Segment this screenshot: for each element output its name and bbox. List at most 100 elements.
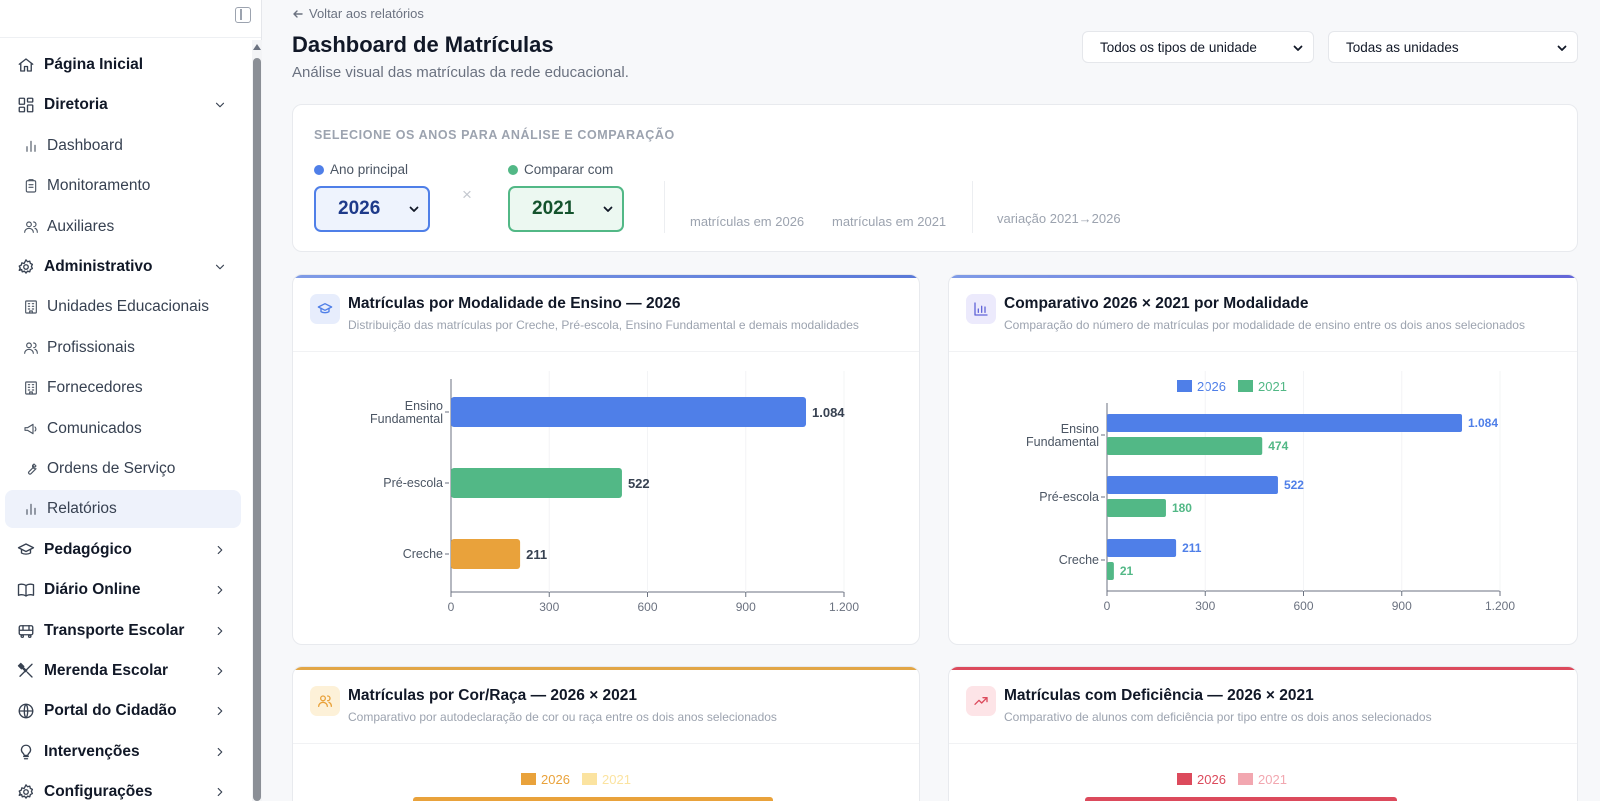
gear-icon xyxy=(17,258,35,276)
sidebar-item-fornecedores[interactable]: Fornecedores xyxy=(5,369,241,407)
x-tick-label: 300 xyxy=(1195,599,1215,613)
primary-year-select[interactable]: 2026 xyxy=(314,186,430,232)
year-selection-panel: SELECIONE OS ANOS PARA ANÁLISE E COMPARA… xyxy=(292,104,1578,252)
chart-comparativo: 2026 2021 0 300 600 900 1.200 EnsinoFundamental… xyxy=(1026,371,1515,613)
data-label: 522 xyxy=(1284,478,1304,492)
chevron-down-icon xyxy=(215,103,225,108)
compare-year-value: 2021 xyxy=(532,198,575,219)
sidebar-item-label: Relatórios xyxy=(47,500,117,518)
globe-icon xyxy=(17,702,35,720)
back-link[interactable]: Voltar aos relatórios xyxy=(292,6,424,21)
sidebar-scrollbar[interactable] xyxy=(252,40,262,801)
legend-swatch xyxy=(1238,773,1253,785)
sidebar-item-intervencoes[interactable]: Intervenções xyxy=(5,733,241,771)
legend-label: 2026 xyxy=(1197,379,1226,394)
bar xyxy=(413,797,773,801)
sidebar-item-profissionais[interactable]: Profissionais xyxy=(5,329,241,367)
legend-swatch xyxy=(1238,380,1253,392)
gear-icon xyxy=(17,783,35,801)
sidebar-item-transporte-escolar[interactable]: Transporte Escolar xyxy=(5,612,241,650)
divider xyxy=(664,181,665,233)
chevron-down-icon xyxy=(1557,45,1567,51)
x-tick-label: 0 xyxy=(1104,599,1111,613)
chevron-right-icon xyxy=(217,707,223,716)
card-subtitle: Comparativo de alunos com deficiência po… xyxy=(1004,710,1432,724)
scroll-up-arrow-icon[interactable] xyxy=(253,44,261,50)
sidebar-item-auxiliares[interactable]: Auxiliares xyxy=(5,208,241,246)
unit-select[interactable]: Todas as unidades xyxy=(1328,31,1578,63)
sidebar-item-relatorios[interactable]: Relatórios xyxy=(5,490,241,529)
bar-chart-icon xyxy=(23,501,39,517)
card-title: Matrículas por Modalidade de Ensino — 20… xyxy=(348,295,681,312)
sidebar-item-configuracoes[interactable]: Configurações xyxy=(5,773,241,801)
sidebar-item-label: Profissionais xyxy=(47,338,135,356)
y-tick-label: Pré-escola xyxy=(383,476,443,490)
bar xyxy=(1085,797,1397,801)
sidebar-item-comunicados[interactable]: Comunicados xyxy=(5,410,241,448)
sidebar-item-ordens-de-servico[interactable]: Ordens de Serviço xyxy=(5,450,241,488)
card-divider xyxy=(293,351,919,352)
y-tick-label: Ensino xyxy=(1061,422,1099,436)
sidebar-item-diretoria[interactable]: Diretoria xyxy=(5,86,241,124)
bar xyxy=(1107,437,1263,455)
stat-primary-label: matrículas em 2026 xyxy=(690,214,805,229)
chevron-right-icon xyxy=(217,666,223,676)
chart-deficiencia: 2026 2021 xyxy=(1085,772,1397,801)
card-divider xyxy=(949,743,1577,744)
graduation-cap-icon xyxy=(17,541,35,559)
x-tick-label: 300 xyxy=(539,600,559,614)
sidebar-item-pagina-inicial[interactable]: Página Inicial xyxy=(5,46,241,84)
sidebar: Página Inicial Diretoria Dashboard Monitora… xyxy=(0,0,262,801)
unit-type-select-value: Todos os tipos de unidade xyxy=(1100,39,1257,55)
legend-label: 2021 xyxy=(1258,379,1287,394)
bus-icon xyxy=(17,622,35,640)
scrollbar-thumb[interactable] xyxy=(253,58,261,801)
sidebar-item-label: Página Inicial xyxy=(44,56,144,73)
grid-icon xyxy=(17,96,35,114)
sidebar-item-label: Pedagógico xyxy=(44,540,132,558)
trending-up-icon xyxy=(966,686,996,716)
sidebar-item-portal-do-cidadao[interactable]: Portal do Cidadão xyxy=(5,692,241,730)
data-label: 211 xyxy=(1182,541,1202,555)
users-icon xyxy=(310,686,340,716)
chart-card-cor-raca: Matrículas por Cor/Raça — 2026 × 2021 Co… xyxy=(292,666,920,801)
chevron-down-icon xyxy=(215,264,225,270)
card-accent-bar xyxy=(949,667,1577,670)
clipboard-icon xyxy=(23,178,39,194)
legend-swatch xyxy=(582,773,597,785)
bar-chart-icon xyxy=(23,138,39,154)
y-tick-label: Creche xyxy=(403,547,443,561)
sidebar-item-pedagogico[interactable]: Pedagógico xyxy=(5,531,241,569)
sidebar-item-dashboard[interactable]: Dashboard xyxy=(5,127,241,165)
sidebar-item-label: Portal do Cidadão xyxy=(44,702,177,720)
data-label: 522 xyxy=(628,476,650,491)
x-tick-label: 1.200 xyxy=(1485,599,1515,613)
building-icon xyxy=(23,380,39,396)
sidebar-item-monitoramento[interactable]: Monitoramento xyxy=(5,167,241,205)
bar xyxy=(1107,539,1177,557)
sidebar-item-label: Monitoramento xyxy=(47,177,151,195)
home-icon xyxy=(17,56,35,74)
unit-type-select[interactable]: Todos os tipos de unidade xyxy=(1082,31,1314,63)
chevron-down-icon xyxy=(409,206,419,212)
y-tick-label: Creche xyxy=(1059,553,1099,567)
building-icon xyxy=(23,299,39,315)
sidebar-item-merenda-escolar[interactable]: Merenda Escolar xyxy=(5,652,241,690)
card-title: Matrículas por Cor/Raça — 2026 × 2021 xyxy=(348,687,638,704)
sidebar-item-label: Configurações xyxy=(44,783,153,801)
bar xyxy=(451,468,622,498)
primary-year-label-text: Ano principal xyxy=(330,162,409,177)
stat-variation-label: variação 2021→2026 xyxy=(997,211,1121,226)
sidebar-item-administrativo[interactable]: Administrativo xyxy=(5,248,241,286)
bar xyxy=(1107,414,1463,432)
sidebar-item-unidades-educacionais[interactable]: Unidades Educacionais xyxy=(5,288,241,326)
times-separator: × xyxy=(462,185,472,204)
x-tick-label: 900 xyxy=(736,600,756,614)
megaphone-icon xyxy=(23,421,39,437)
bar xyxy=(1107,476,1278,494)
compare-year-select[interactable]: 2021 xyxy=(508,186,624,232)
x-tick-label: 900 xyxy=(1392,599,1412,613)
sidebar-item-label: Dashboard xyxy=(47,136,123,154)
sidebar-collapse-icon[interactable] xyxy=(235,7,251,23)
sidebar-item-diario-online[interactable]: Diário Online xyxy=(5,571,241,609)
